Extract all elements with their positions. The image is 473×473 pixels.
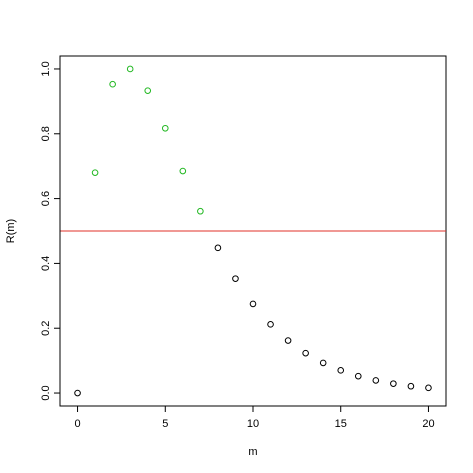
- data-point: [161, 124, 169, 132]
- y-tick-label: 0.2: [40, 321, 52, 336]
- y-tick-label: 0.6: [40, 191, 52, 206]
- x-tick-label: 20: [422, 418, 434, 430]
- y-axis-label: R(m): [5, 219, 17, 243]
- data-point: [372, 377, 380, 384]
- data-point: [109, 80, 116, 88]
- data-point: [425, 384, 432, 392]
- data-point: [302, 349, 309, 357]
- data-point: [91, 169, 99, 176]
- data-point: [179, 167, 187, 175]
- y-tick-label: 0.0: [40, 385, 52, 400]
- data-point: [126, 65, 134, 73]
- x-tick-label: 10: [247, 418, 259, 430]
- data-point: [390, 380, 397, 387]
- y-tick-label: 0.8: [40, 126, 52, 141]
- x-axis: 0 5 10 15 20: [74, 405, 435, 430]
- data-point: [407, 382, 415, 390]
- data-point: [319, 359, 327, 367]
- data-point: [197, 207, 204, 215]
- x-axis-label: m: [248, 446, 257, 458]
- data-point: [214, 244, 222, 252]
- data-point: [249, 300, 257, 308]
- x-tick-label: 5: [162, 418, 168, 430]
- data-point: [232, 275, 239, 282]
- x-tick-label: 15: [335, 418, 347, 430]
- data-point: [144, 87, 152, 94]
- y-axis: 0.0 0.2 0.4 0.6 0.8 1.0: [40, 61, 61, 401]
- data-point: [74, 389, 81, 397]
- data-point: [354, 372, 362, 380]
- data-point: [284, 337, 292, 344]
- data-point: [337, 367, 345, 374]
- x-tick-label: 0: [74, 418, 80, 430]
- y-tick-label: 1.0: [40, 61, 52, 76]
- data-point: [267, 321, 274, 328]
- y-tick-label: 0.4: [40, 256, 52, 271]
